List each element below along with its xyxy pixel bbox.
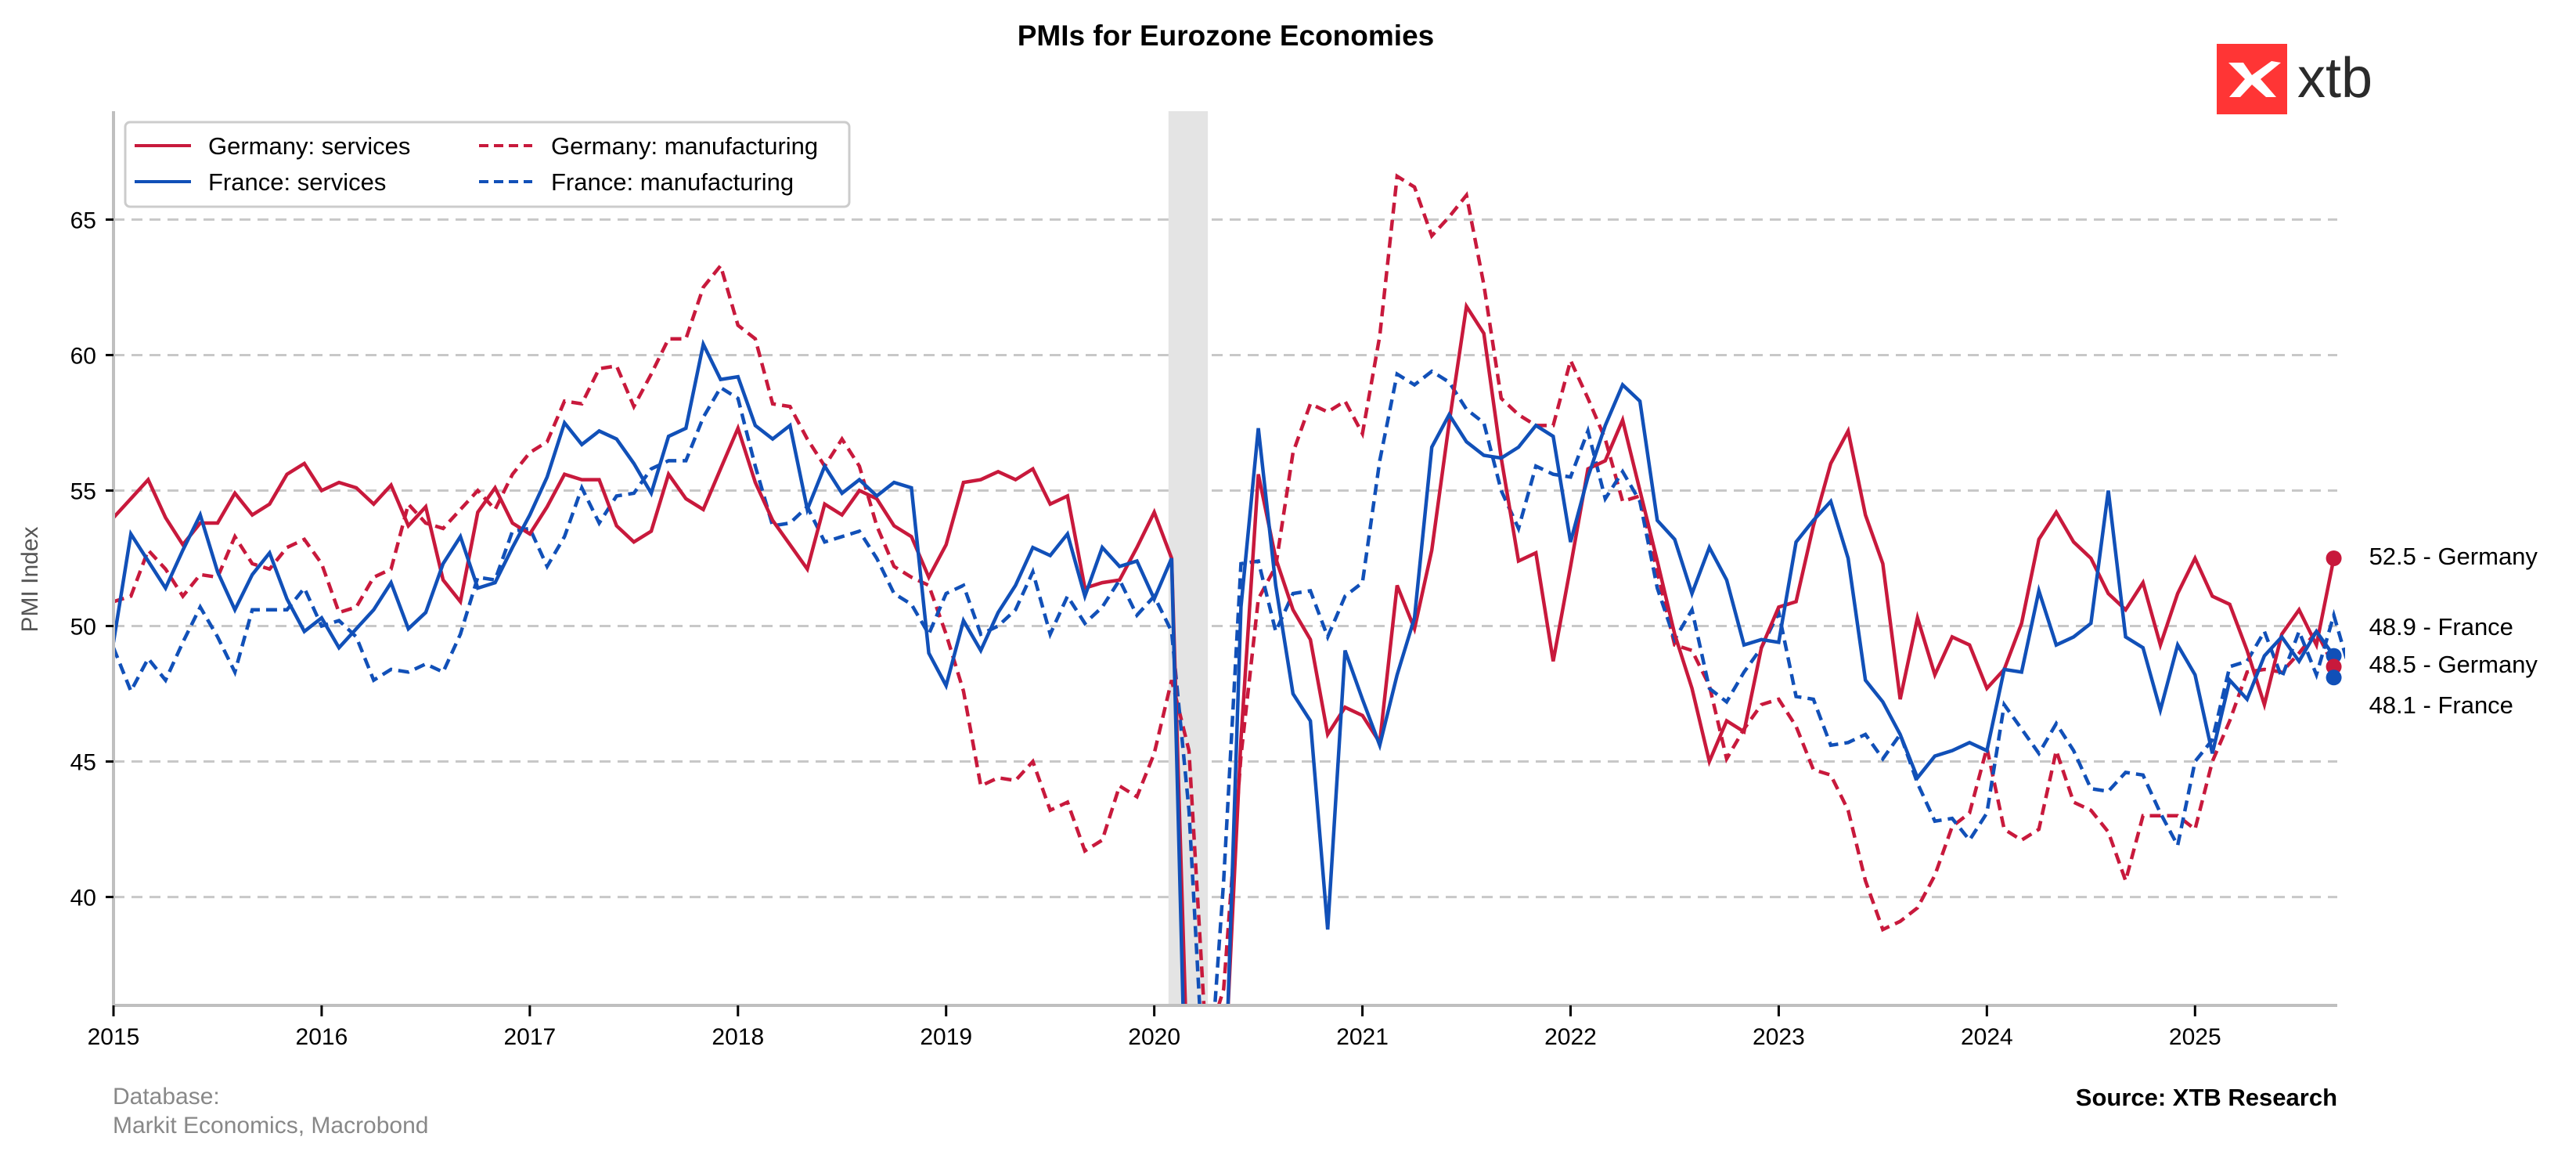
x-tick-label: 2022: [1544, 1024, 1597, 1050]
end-point-marker: [2326, 659, 2342, 675]
end-label: 48.5 - Germany: [2369, 651, 2538, 678]
legend-label-france-manufacturing: France: manufacturing: [551, 168, 794, 196]
end-labels: 52.5 - Germany 48.9 - France 48.5 - German…: [2369, 543, 2538, 719]
series-line-germany-services: [113, 301, 2336, 1005]
legend-label-germany-services: Germany: services: [208, 132, 410, 160]
footer-database-label: Database:: [113, 1084, 220, 1110]
end-point-marker: [2326, 648, 2342, 664]
footer-source: Source: XTB Research: [2076, 1084, 2337, 1111]
series-line-france-manufacturing: [113, 369, 2345, 1005]
series-line-germany-manufacturing: [113, 173, 2336, 1005]
y-tick-label: 55: [70, 478, 96, 504]
legend-label-france-services: France: services: [208, 168, 386, 196]
end-label: 48.1 - France: [2369, 691, 2513, 719]
grid-lines: [113, 218, 2337, 899]
legend: Germany: services France: services Germa…: [124, 121, 851, 208]
x-tick-label: 2015: [88, 1024, 140, 1050]
axes: 40 45 50 55 60 65 2015 2016 2017 2018 2019 2020 2021…: [70, 111, 2337, 1050]
end-label: 48.9 - France: [2369, 613, 2513, 641]
x-tick-label: 2020: [1128, 1024, 1180, 1050]
xtb-x-icon: [2228, 61, 2281, 97]
end-label: 52.5 - Germany: [2369, 543, 2538, 570]
x-tick-label: 2023: [1753, 1024, 1805, 1050]
y-tick-label: 50: [70, 615, 96, 641]
xtb-logo-text: xtb: [2297, 47, 2372, 110]
end-point-marker: [2326, 669, 2342, 686]
y-tick-label: 40: [70, 886, 96, 911]
legend-box: [124, 121, 851, 208]
footer-database-sources: Markit Economics, Macrobond: [113, 1113, 428, 1139]
y-tick-label: 45: [70, 750, 96, 776]
x-tick-label: 2025: [2169, 1024, 2221, 1050]
x-tick-label: 2018: [712, 1024, 764, 1050]
x-tick-label: 2021: [1336, 1024, 1389, 1050]
x-tick-label: 2019: [920, 1024, 972, 1050]
covid-shaded-period: [1168, 111, 1209, 1005]
x-tick-label: 2017: [503, 1024, 556, 1050]
x-tick-label: 2016: [296, 1024, 348, 1050]
x-tick-label: 2024: [1961, 1024, 2013, 1050]
end-points: [2326, 550, 2342, 686]
end-point-marker: [2326, 550, 2342, 566]
y-tick-label: 65: [70, 208, 96, 233]
y-tick-label: 60: [70, 343, 96, 369]
xtb-logo: xtb: [2217, 44, 2372, 114]
legend-label-germany-manufacturing: Germany: manufacturing: [551, 132, 818, 160]
chart-title: PMIs for Eurozone Economies: [1018, 20, 1434, 52]
series-line-france-services: [113, 338, 2336, 1005]
y-axis-label: PMI Index: [17, 526, 43, 632]
series-lines: [113, 173, 2345, 1005]
